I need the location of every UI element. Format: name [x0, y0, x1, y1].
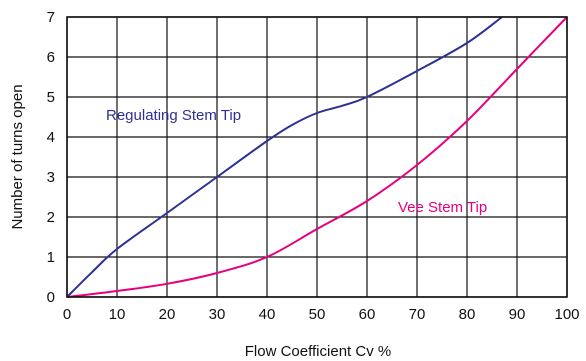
x-tick-label-60: 60: [359, 306, 376, 323]
x-tick-label-30: 30: [209, 306, 226, 323]
y-tick-label-7: 7: [47, 9, 55, 26]
y-tick-label-2: 2: [47, 209, 55, 226]
y-tick-label-3: 3: [47, 169, 55, 186]
x-tick-label-10: 10: [109, 306, 126, 323]
y-tick-label-0: 0: [47, 289, 55, 306]
x-axis-label: Flow Coefficient Cv %: [245, 343, 391, 360]
y-tick-label-6: 6: [47, 49, 55, 66]
y-tick-labels: 0 1 2 3 4 5 6 7: [47, 9, 55, 306]
x-tick-label-50: 50: [309, 306, 326, 323]
x-tick-label-80: 80: [459, 306, 476, 323]
x-tick-label-40: 40: [259, 306, 276, 323]
x-tick-label-0: 0: [63, 306, 71, 323]
x-tick-label-20: 20: [159, 306, 176, 323]
series-layer: [66, 16, 568, 298]
x-tick-labels: 0 10 20 30 40 50 60 70 80 90 100: [63, 306, 580, 323]
y-tick-label-4: 4: [47, 129, 55, 146]
y-tick-label-1: 1: [47, 249, 55, 266]
series-label-vee-stem-tip: Vee Stem Tip: [398, 199, 487, 216]
series-label-regulating-stem-tip: Regulating Stem Tip: [106, 107, 241, 124]
series-line-vee-stem-tip: [66, 16, 568, 298]
x-tick-label-100: 100: [554, 306, 579, 323]
plot-frame: [66, 16, 568, 298]
y-tick-label-5: 5: [47, 89, 55, 106]
series-line-regulating-stem-tip: [66, 16, 503, 298]
x-tick-label-90: 90: [509, 306, 526, 323]
grid: [66, 16, 568, 298]
y-axis-label: Number of turns open: [9, 84, 26, 229]
x-tick-label-70: 70: [409, 306, 426, 323]
